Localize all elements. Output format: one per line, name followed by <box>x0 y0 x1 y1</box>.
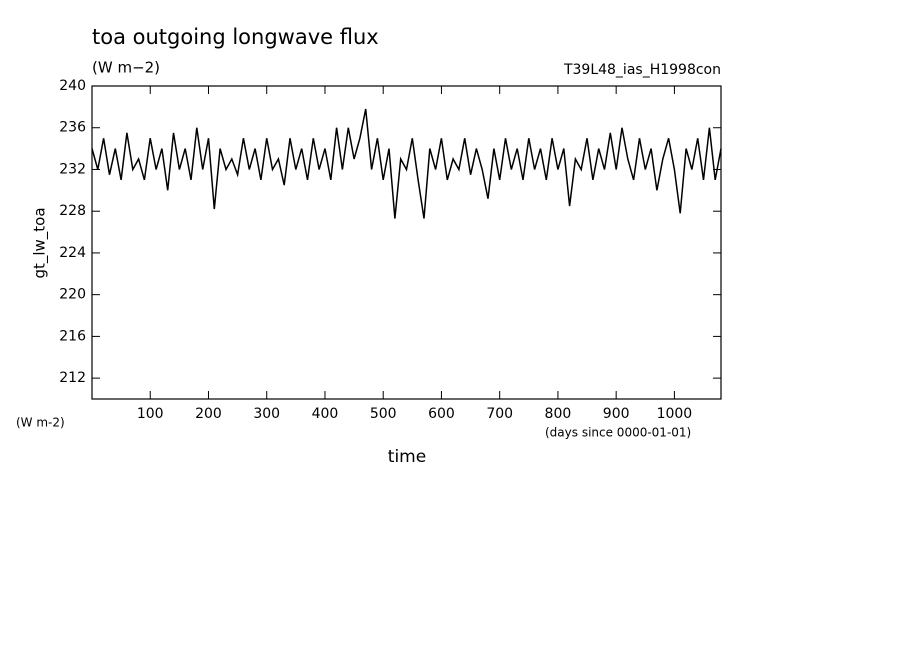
x-tick-label: 1000 <box>657 406 693 422</box>
x-tick-label: 400 <box>312 406 339 422</box>
x-tick-label: 200 <box>195 406 222 422</box>
y-tick-label: 212 <box>59 370 86 386</box>
y-tick-label: 240 <box>59 78 86 94</box>
y-tick-label: 216 <box>59 328 86 344</box>
x-tick-label: 900 <box>603 406 630 422</box>
subtitle: (W m−2) <box>92 59 160 77</box>
x-tick-label: 800 <box>545 406 572 422</box>
series-line <box>91 108 722 219</box>
x-tick-label: 700 <box>486 406 513 422</box>
y-tick-label: 228 <box>59 203 86 219</box>
y-units: (W m-2) <box>16 416 65 430</box>
annotation: T39L48_ias_H1998con <box>563 62 721 78</box>
y-axis-label: gt_lw_toa <box>31 207 50 278</box>
x-tick-label: 300 <box>253 406 280 422</box>
x-axis-label: time <box>388 447 426 467</box>
y-tick-label: 224 <box>59 245 86 261</box>
x-tick-label: 100 <box>137 406 164 422</box>
plot-frame <box>91 85 722 400</box>
y-tick-label: 232 <box>59 161 86 177</box>
x-tick-label: 500 <box>370 406 397 422</box>
y-tick-label: 236 <box>59 120 86 136</box>
y-tick-label: 220 <box>59 287 86 303</box>
x-tick-label: 600 <box>428 406 455 422</box>
chart-title: toa outgoing longwave flux <box>92 25 379 49</box>
x-units: (days since 0000-01-01) <box>545 426 691 440</box>
